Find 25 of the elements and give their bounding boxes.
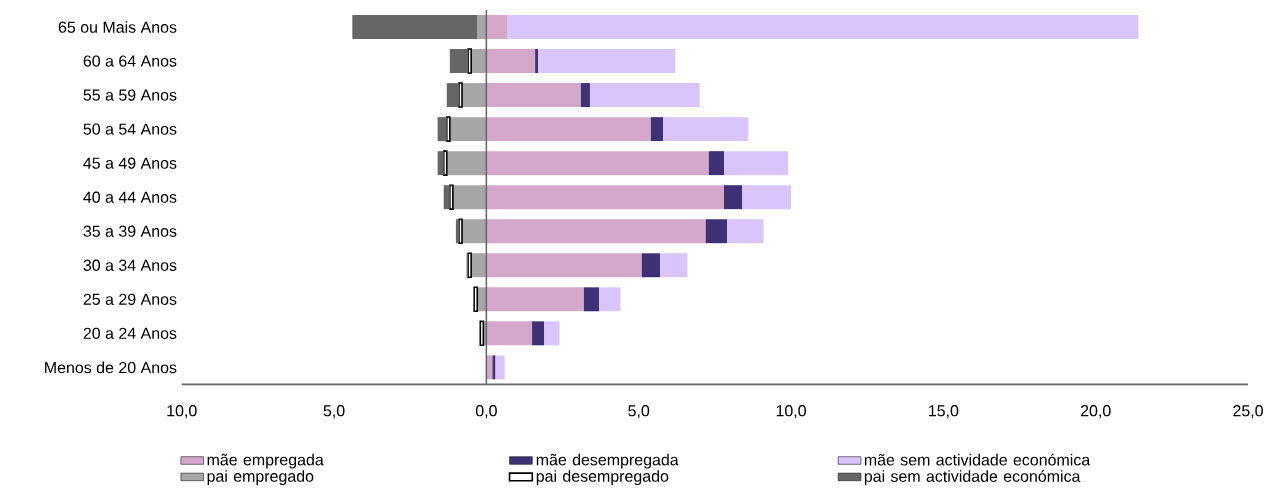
y-tick-label: 35 a 39 Anos bbox=[83, 225, 177, 237]
y-tick-label: 55 a 59 Anos bbox=[83, 89, 177, 101]
legend-label: mãe sem actividade económica bbox=[864, 453, 1091, 466]
x-tick-label: 20,0 bbox=[1080, 405, 1111, 419]
y-tick-label: 65 ou Mais Anos bbox=[58, 21, 177, 33]
y-tick-label: 45 a 49 Anos bbox=[83, 157, 177, 169]
legend-label: mãe desempregada bbox=[536, 453, 679, 469]
y-tick-label: 60 a 64 Anos bbox=[83, 55, 177, 67]
legend-label: pai empregado bbox=[207, 470, 314, 485]
x-tick-label: 15,0 bbox=[929, 405, 959, 419]
x-tick-label: 5,0 bbox=[323, 405, 345, 419]
x-tick-label: 25,0 bbox=[1233, 405, 1263, 419]
x-tick-label: 5,0 bbox=[628, 405, 650, 419]
y-tick-label: Menos de 20 Anos bbox=[45, 361, 177, 374]
x-tick-label: 10,0 bbox=[776, 405, 806, 419]
x-tick-label: 0,0 bbox=[475, 405, 497, 419]
legend-label: pai desempregado bbox=[536, 470, 669, 485]
y-tick-label: 30 a 34 Anos bbox=[83, 259, 177, 271]
legend-label: mãe empregada bbox=[207, 453, 324, 469]
y-tick-label: 40 a 44 Anos bbox=[83, 191, 177, 203]
legend-label: pai sem actividade económica bbox=[864, 469, 1081, 486]
y-tick-label: 25 a 29 Anos bbox=[83, 293, 177, 305]
x-tick-label: 10,0 bbox=[167, 405, 197, 419]
y-tick-label: 50 a 54 Anos bbox=[83, 123, 177, 135]
y-tick-label: 20 a 24 Anos bbox=[83, 327, 177, 339]
